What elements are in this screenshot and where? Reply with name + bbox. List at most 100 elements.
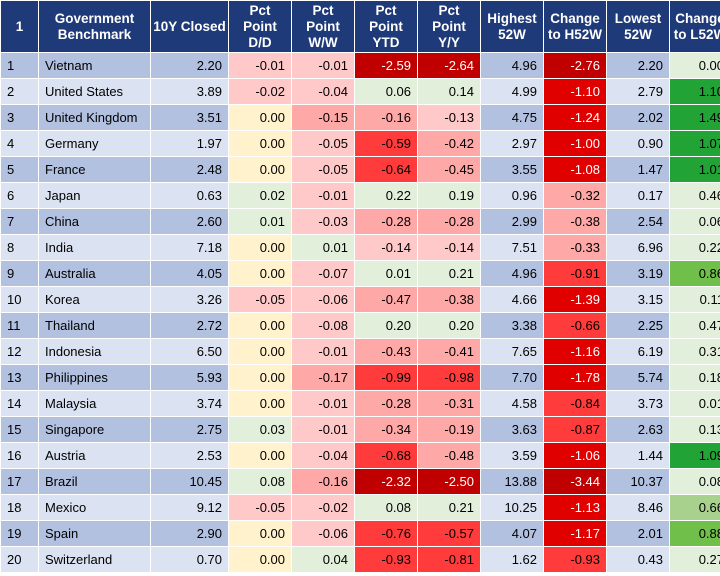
ytd-cell: 0.20	[354, 312, 418, 339]
highest-52w-cell: 13.88	[480, 468, 544, 495]
table-row: 10 Korea 3.26 -0.05 -0.06 -0.47 -0.38 4.66 -1.39…	[0, 286, 720, 313]
change-h52w-cell: -3.44	[543, 468, 607, 495]
change-h52w-cell: -1.13	[543, 494, 607, 521]
yy-cell: -0.57	[417, 520, 481, 547]
lowest-52w-cell: 6.19	[606, 338, 670, 365]
ytd-cell: 0.01	[354, 260, 418, 287]
ytd-cell: -0.47	[354, 286, 418, 313]
yy-cell: 0.19	[417, 182, 481, 209]
yy-cell: -0.42	[417, 130, 481, 157]
dd-cell: 0.00	[228, 156, 292, 183]
country-cell: France	[38, 156, 151, 183]
change-l52w-cell: 0.22	[669, 234, 720, 261]
country-cell: United States	[38, 78, 151, 105]
header-index: 1	[0, 0, 39, 53]
yy-cell: -0.98	[417, 364, 481, 391]
change-h52w-cell: -2.76	[543, 52, 607, 79]
table-body: 1 Vietnam 2.20 -0.01 -0.01 -2.59 -2.64 4.96 -2.7…	[0, 52, 720, 573]
ww-cell: -0.01	[291, 416, 355, 443]
ww-cell: -0.01	[291, 52, 355, 79]
header-ww: Pct Point W/W	[291, 0, 355, 53]
change-h52w-cell: -1.17	[543, 520, 607, 547]
lowest-52w-cell: 6.96	[606, 234, 670, 261]
lowest-52w-cell: 2.63	[606, 416, 670, 443]
lowest-52w-cell: 3.19	[606, 260, 670, 287]
row-index-cell: 18	[0, 494, 39, 521]
country-cell: United Kingdom	[38, 104, 151, 131]
ww-cell: -0.05	[291, 130, 355, 157]
closed-cell: 1.97	[150, 130, 229, 157]
highest-52w-cell: 10.25	[480, 494, 544, 521]
table-row: 20 Switzerland 0.70 0.00 0.04 -0.93 -0.81 1.62-…	[0, 546, 720, 573]
closed-cell: 10.45	[150, 468, 229, 495]
row-index-cell: 14	[0, 390, 39, 417]
country-cell: Malaysia	[38, 390, 151, 417]
highest-52w-cell: 7.51	[480, 234, 544, 261]
closed-cell: 2.20	[150, 52, 229, 79]
table-row: 18 Mexico 9.12 -0.05 -0.02 0.08 0.21 10.25 -1.13…	[0, 494, 720, 521]
ww-cell: -0.07	[291, 260, 355, 287]
change-h52w-cell: -1.24	[543, 104, 607, 131]
change-l52w-cell: 0.27	[669, 546, 720, 573]
closed-cell: 5.93	[150, 364, 229, 391]
highest-52w-cell: 4.07	[480, 520, 544, 547]
lowest-52w-cell: 8.46	[606, 494, 670, 521]
country-cell: Brazil	[38, 468, 151, 495]
dd-cell: 0.00	[228, 520, 292, 547]
closed-cell: 2.72	[150, 312, 229, 339]
ytd-cell: -0.76	[354, 520, 418, 547]
table-row: 4 Germany 1.97 0.00 -0.05 -0.59 -0.42 2.97 -1.00…	[0, 130, 720, 157]
ytd-cell: -0.34	[354, 416, 418, 443]
ww-cell: 0.04	[291, 546, 355, 573]
ww-cell: -0.01	[291, 390, 355, 417]
change-h52w-cell: -1.06	[543, 442, 607, 469]
row-index-cell: 5	[0, 156, 39, 183]
ww-cell: -0.06	[291, 286, 355, 313]
country-cell: India	[38, 234, 151, 261]
row-index-cell: 8	[0, 234, 39, 261]
change-l52w-cell: 0.31	[669, 338, 720, 365]
country-cell: Philippines	[38, 364, 151, 391]
change-h52w-cell: -0.33	[543, 234, 607, 261]
ww-cell: -0.01	[291, 182, 355, 209]
lowest-52w-cell: 0.90	[606, 130, 670, 157]
closed-cell: 3.26	[150, 286, 229, 313]
ytd-cell: 0.08	[354, 494, 418, 521]
highest-52w-cell: 7.70	[480, 364, 544, 391]
dd-cell: 0.02	[228, 182, 292, 209]
closed-cell: 0.70	[150, 546, 229, 573]
ytd-cell: -0.14	[354, 234, 418, 261]
row-index-cell: 19	[0, 520, 39, 547]
change-l52w-cell: 0.01	[669, 390, 720, 417]
lowest-52w-cell: 1.44	[606, 442, 670, 469]
change-h52w-cell: -1.10	[543, 78, 607, 105]
highest-52w-cell: 4.75	[480, 104, 544, 131]
highest-52w-cell: 4.66	[480, 286, 544, 313]
row-index-cell: 10	[0, 286, 39, 313]
highest-52w-cell: 2.97	[480, 130, 544, 157]
ww-cell: -0.16	[291, 468, 355, 495]
dd-cell: 0.03	[228, 416, 292, 443]
ytd-cell: -0.99	[354, 364, 418, 391]
country-cell: Singapore	[38, 416, 151, 443]
header-ytd: Pct Point YTD	[354, 0, 418, 53]
dd-cell: 0.08	[228, 468, 292, 495]
dd-cell: 0.00	[228, 390, 292, 417]
row-index-cell: 13	[0, 364, 39, 391]
yy-cell: -2.64	[417, 52, 481, 79]
table-row: 19 Spain 2.90 0.00 -0.06 -0.76 -0.57 4.07 -1.17 2…	[0, 520, 720, 547]
ww-cell: -0.15	[291, 104, 355, 131]
dd-cell: -0.05	[228, 286, 292, 313]
table-header: 1 Government Benchmark 10Y Closed Pct Po…	[0, 0, 720, 53]
yy-cell: -2.50	[417, 468, 481, 495]
country-cell: Austria	[38, 442, 151, 469]
ww-cell: -0.17	[291, 364, 355, 391]
header-h52: Highest 52W	[480, 0, 544, 53]
change-l52w-cell: 1.09	[669, 442, 720, 469]
change-l52w-cell: 0.13	[669, 416, 720, 443]
yy-cell: 0.20	[417, 312, 481, 339]
lowest-52w-cell: 2.54	[606, 208, 670, 235]
change-h52w-cell: -0.66	[543, 312, 607, 339]
ww-cell: 0.01	[291, 234, 355, 261]
